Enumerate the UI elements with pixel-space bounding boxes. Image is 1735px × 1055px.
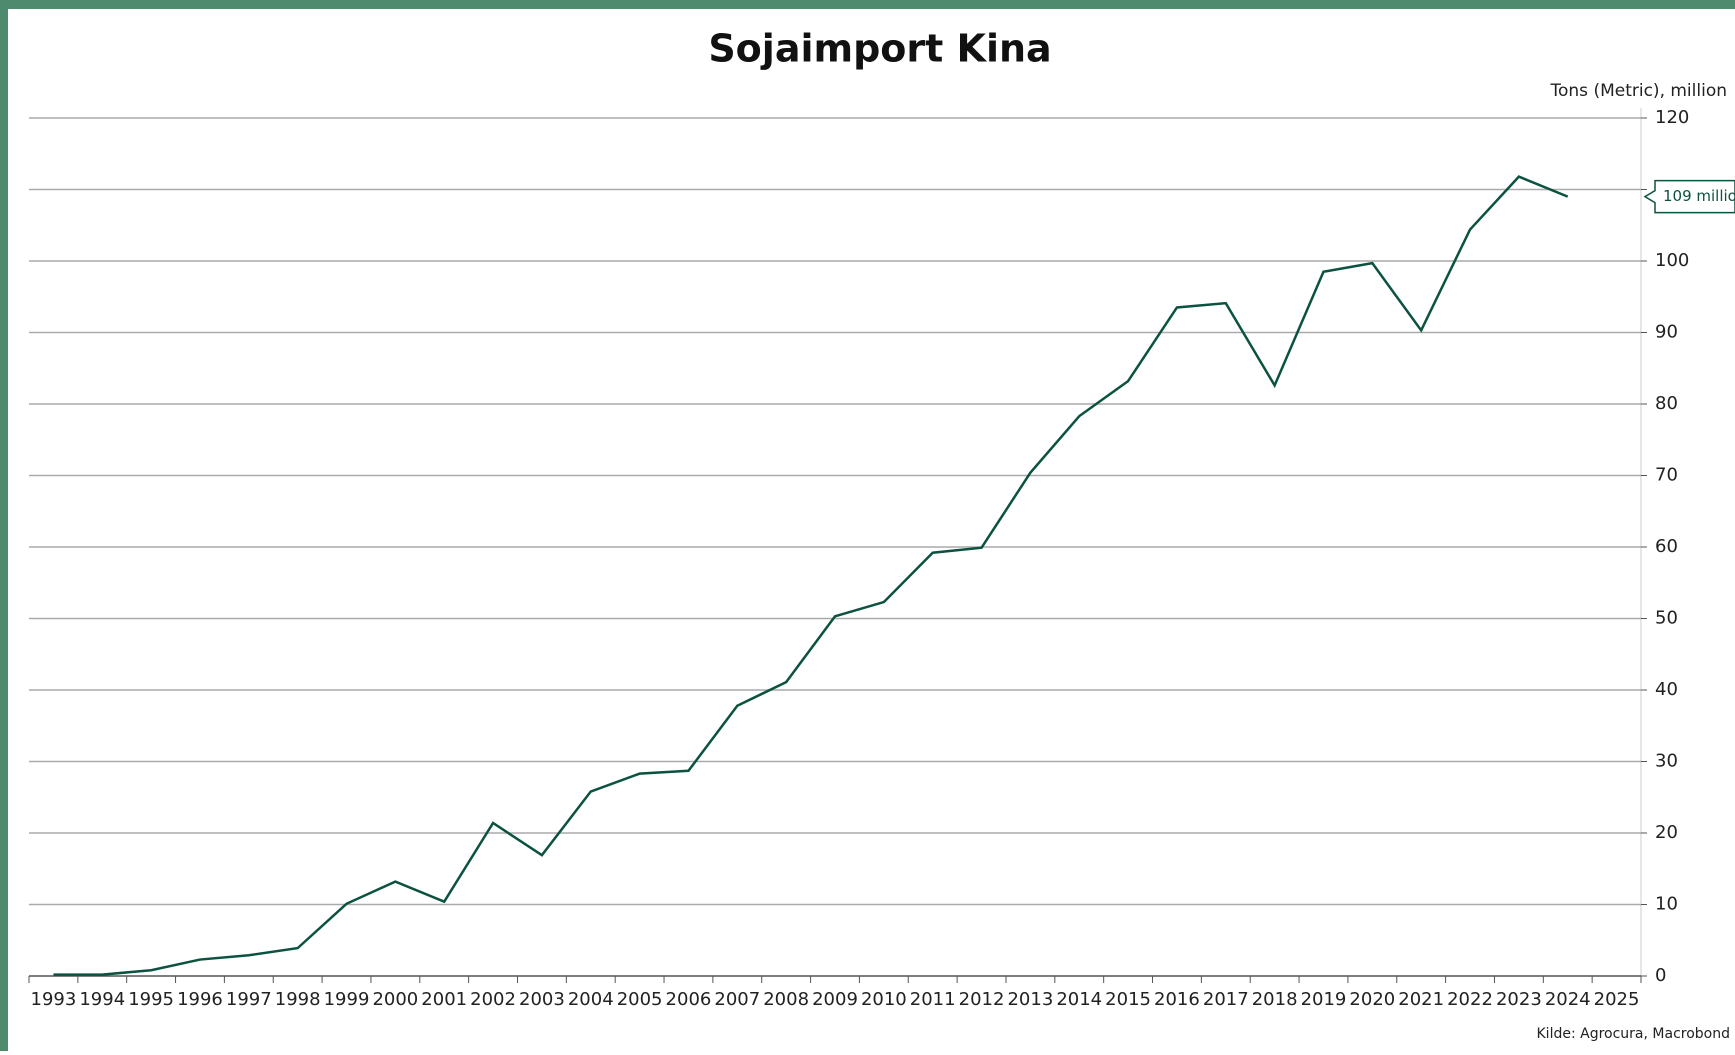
y-tick-label: 70 (1655, 465, 1678, 486)
top-border (0, 0, 1735, 9)
y-tick-label: 20 (1655, 822, 1678, 843)
x-tick-label: 2004 (568, 989, 614, 1010)
x-tick-label: 2024 (1545, 989, 1591, 1010)
x-tick-label: 1997 (226, 989, 272, 1010)
x-tick-label: 2017 (1203, 989, 1249, 1010)
x-tick-label: 2006 (666, 989, 712, 1010)
x-tick-label: 2021 (1398, 989, 1444, 1010)
y-tick-label: 90 (1655, 322, 1678, 343)
x-tick-label: 2018 (1252, 989, 1298, 1010)
y-tick-label: 120 (1655, 107, 1689, 128)
value-label: 109 million (1663, 187, 1735, 205)
x-tick-label: 2005 (617, 989, 663, 1010)
x-tick-label: 1995 (128, 989, 174, 1010)
x-tick-label: 2009 (812, 989, 858, 1010)
x-tick-label: 2002 (470, 989, 516, 1010)
y-axis-label: Tons (Metric), million (1550, 81, 1727, 101)
x-tick-label: 2025 (1594, 989, 1640, 1010)
x-tick-label: 2016 (1154, 989, 1200, 1010)
x-tick-label: 1998 (275, 989, 321, 1010)
x-tick-label: 2019 (1301, 989, 1347, 1010)
x-tick-label: 1999 (324, 989, 370, 1010)
source: Kilde: Agrocura, Macrobond (1537, 1026, 1731, 1042)
x-tick-label: 1996 (177, 989, 223, 1010)
x-tick-label: 1993 (31, 989, 77, 1010)
y-tick-label: 100 (1655, 250, 1689, 271)
y-tick-label: 0 (1655, 965, 1666, 986)
x-tick-label: 2007 (714, 989, 760, 1010)
x-tick-label: 2000 (372, 989, 418, 1010)
x-tick-label: 2022 (1447, 989, 1493, 1010)
x-tick-label: 2020 (1349, 989, 1395, 1010)
x-tick-label: 2001 (421, 989, 467, 1010)
line-series (53, 175, 1569, 976)
x-tick-label: 2013 (1007, 989, 1053, 1010)
x-tick-label: 2023 (1496, 989, 1542, 1010)
value-label-box (1643, 179, 1735, 214)
x-tick-label: 2008 (763, 989, 809, 1010)
x-tick-label: 2003 (519, 989, 565, 1010)
y-tick-label: 60 (1655, 536, 1678, 557)
x-tick-label: 2010 (861, 989, 907, 1010)
x-tick-label: 1994 (79, 989, 125, 1010)
y-tick-label: 40 (1655, 679, 1678, 700)
y-tick-label: 10 (1655, 894, 1678, 915)
chart-title: Sojaimport Kina (708, 27, 1051, 71)
y-tick-label: 50 (1655, 608, 1678, 629)
y-tick-label: 30 (1655, 751, 1678, 772)
left-border (0, 0, 8, 1051)
x-tick-label: 2015 (1105, 989, 1151, 1010)
x-tick-label: 2012 (959, 989, 1005, 1010)
y-tick-label: 80 (1655, 393, 1678, 414)
x-tick-label: 2014 (1056, 989, 1102, 1010)
x-tick-label: 2011 (910, 989, 956, 1010)
